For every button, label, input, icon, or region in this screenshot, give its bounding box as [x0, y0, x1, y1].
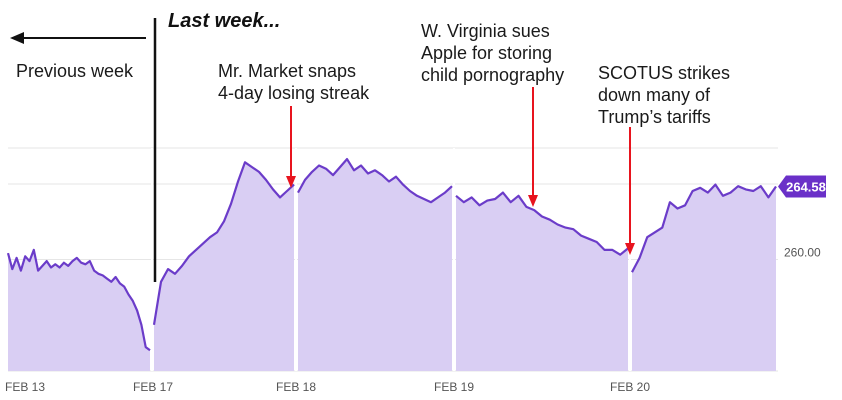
annotation-scotus-line2: down many of — [598, 85, 711, 105]
annotation-wv-line3: child pornography — [421, 65, 565, 85]
annotation-market-line1: Mr. Market snaps — [218, 61, 357, 81]
annotation-wv-lawsuit: W. Virginia sues Apple for storing child… — [421, 20, 564, 86]
x-tick-label: FEB 20 — [610, 380, 650, 394]
price-line-segment — [455, 191, 629, 256]
x-tick-label: FEB 19 — [434, 380, 474, 394]
scotus-arrow-head — [625, 243, 635, 255]
annotation-market-line2: 4-day losing streak — [218, 83, 370, 103]
annotation-scotus-line3: Trump’s tariffs — [598, 107, 711, 127]
annotation-scotus-line1: SCOTUS strikes — [598, 63, 731, 83]
price-line-segment — [297, 158, 453, 204]
previous-week-label: Previous week — [16, 61, 134, 81]
x-tick-label: FEB 18 — [276, 380, 316, 394]
annotation-scotus: SCOTUS strikes down many of Trump’s tari… — [598, 62, 730, 128]
wv-arrow-head — [528, 195, 538, 207]
y-tick-label: 260.00 — [784, 246, 821, 260]
x-tick-label: FEB 17 — [133, 380, 173, 394]
annotation-market: Mr. Market snaps 4-day losing streak — [218, 60, 369, 104]
annotation-wv-line2: Apple for storing — [421, 43, 553, 63]
last-value-label: 264.58 — [786, 180, 826, 195]
area-segment — [8, 249, 150, 371]
area-segment — [298, 159, 452, 371]
x-tick-label: FEB 13 — [5, 380, 45, 394]
price-line-segment — [631, 183, 777, 273]
price-line-segment — [6, 248, 151, 352]
annotation-wv-line1: W. Virginia sues — [421, 21, 550, 41]
price-line-segment — [152, 161, 295, 325]
last-week-label: Last week... — [168, 10, 281, 32]
market-arrow-head — [286, 176, 296, 188]
last-value-badge — [778, 175, 826, 198]
previous-week-arrow-head — [10, 32, 24, 44]
area-segment — [632, 184, 776, 371]
area-segment — [154, 162, 294, 371]
area-segment — [456, 192, 628, 371]
